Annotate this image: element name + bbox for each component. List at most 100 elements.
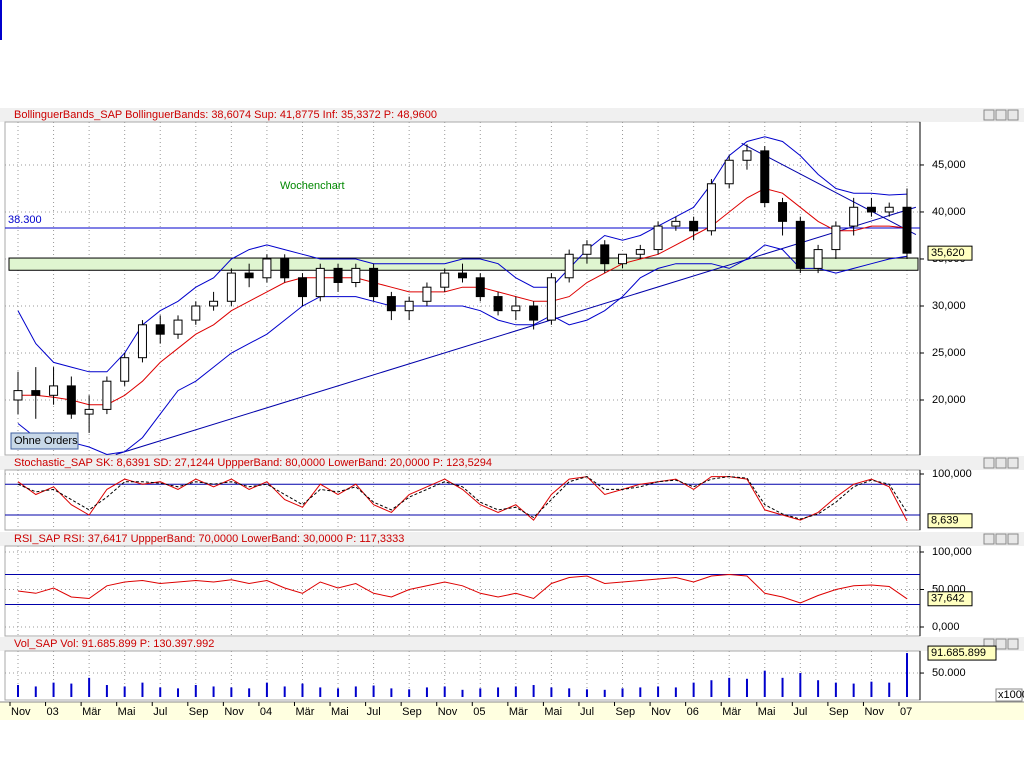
x-tick-label: Mai [758,706,776,718]
panel-title: Vol_SAP Vol: 91.685.899 P: 130.397.992 [14,638,214,650]
candle-body [458,272,467,279]
volume-bar [105,685,108,697]
y-tick-label: 50.000 [932,667,966,679]
volume-bar [70,683,73,697]
x-tick-label: Nov [864,706,884,718]
button[interactable]: Ohne Orders [14,435,78,447]
volume-bar [88,677,91,697]
candle-body [671,220,681,227]
volume-bar [550,687,553,697]
x-tick-label: Sep [829,706,849,718]
volume-bar [799,673,802,697]
panel-title: Stochastic_SAP SK: 8,6391 SD: 27,1244 Up… [14,457,492,469]
y-tick-label: 20,000 [932,394,966,406]
last-value: 35,620 [931,247,965,259]
candle-body [884,206,894,213]
candle-body [297,277,307,298]
candle-body [66,385,76,415]
unit-label: x1000 [998,689,1024,701]
volume-bar [230,687,233,697]
candle-body [155,324,165,335]
last-value: 91.685.899 [931,647,986,659]
window-button[interactable] [1007,638,1019,650]
volume-bar [408,689,411,697]
candle-body [618,253,628,265]
volume-bar [621,688,624,697]
x-tick-label: Nov [651,706,671,718]
volume-bar [781,677,784,697]
last-value: 37,642 [931,593,965,605]
window-button[interactable] [995,109,1007,121]
volume-bar [906,653,908,697]
window-button[interactable] [1007,109,1019,121]
volume-bar [674,687,677,697]
x-tick-label: 04 [260,706,272,718]
y-tick-label: 30,000 [932,300,966,312]
window-button[interactable] [983,457,995,469]
candle-body [440,272,450,288]
window-button[interactable] [995,457,1007,469]
x-tick-label: Mai [331,706,349,718]
volume-bar [17,685,19,697]
window-button[interactable] [995,638,1007,650]
x-tick-label: Mai [544,706,562,718]
window-button[interactable] [1007,457,1019,469]
x-tick-label: Jul [153,706,167,718]
volume-bar [834,682,837,697]
candle-body [724,159,734,185]
candle-body [226,272,236,302]
volume-bar [532,685,535,697]
x-tick-label: Jul [367,706,381,718]
volume-bar [141,682,144,697]
x-tick-label: Sep [402,706,422,718]
window-button[interactable] [995,533,1007,545]
candle-body [244,272,254,279]
x-tick-label: 05 [473,706,485,718]
volume-bar [443,686,446,697]
volume-bar [585,689,588,697]
button-bg[interactable] [10,432,79,450]
x-tick-label: 07 [900,706,912,718]
candle-body [511,305,521,312]
volume-bar [34,686,37,697]
indicator-line [17,476,908,520]
volume-bar [461,689,464,697]
window-button[interactable] [983,533,995,545]
volume-bar [177,688,180,697]
candle-body [351,267,361,283]
candle-body [315,267,325,298]
window-button[interactable] [1007,533,1019,545]
volume-bar [497,687,500,697]
x-tick-label: 06 [687,706,699,718]
plot-area [4,469,921,531]
candle-body [84,408,94,415]
window-button[interactable] [983,109,995,121]
trendline [115,206,917,456]
volume-bar [319,687,322,697]
hline-label: 38.300 [8,214,42,226]
candle-body [102,380,112,410]
volume-bar [692,682,695,697]
trendline [741,142,917,235]
candle-body [546,277,556,321]
candle-body [262,258,272,279]
candle-body [582,244,592,255]
x-tick-label: Mär [722,706,741,718]
volume-bar [425,687,428,697]
candle-body [902,206,912,254]
volume-bar [372,685,375,697]
panel-title: BollinguerBands_SAP BollinguerBands: 38,… [14,109,437,121]
candle-body [653,225,663,251]
volume-bar [888,682,891,697]
volume-bar [248,688,251,697]
y-tick-label: 25,000 [932,347,966,359]
candle-body [706,183,716,232]
volume-bar [514,686,517,697]
candle-body [209,300,219,307]
chart-annotation: Wochenchart [280,180,345,192]
candle-body [493,296,503,312]
volume-bar [52,682,55,697]
last-value: 8,639 [931,515,959,527]
volume-bar [194,685,197,697]
